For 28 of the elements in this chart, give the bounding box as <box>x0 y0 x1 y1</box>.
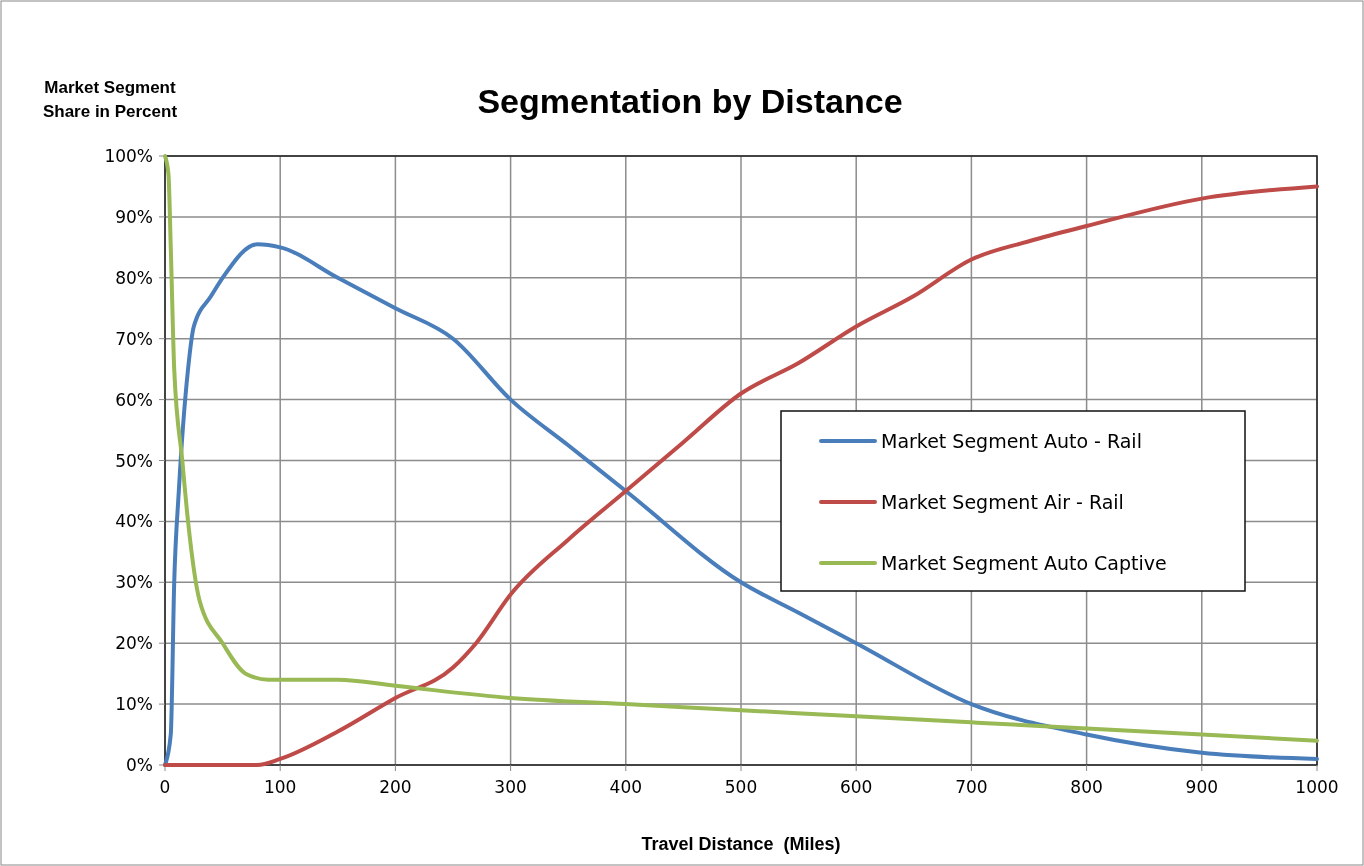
x-tick-label: 1000 <box>1295 777 1339 797</box>
y-tick-label: 50% <box>115 450 153 471</box>
y-tick-label: 100% <box>104 146 153 166</box>
y-tick-label: 90% <box>115 206 153 227</box>
y-tick-label: 60% <box>115 389 153 410</box>
y-tick-label: 40% <box>115 511 153 532</box>
x-tick-label: 200 <box>379 777 412 797</box>
legend-label: Market Segment Air - Rail <box>881 491 1124 513</box>
y-tick-label: 0% <box>126 755 153 775</box>
x-tick-label: 300 <box>494 777 527 797</box>
x-tick-label: 100 <box>263 777 297 797</box>
x-tick-label: 700 <box>955 777 988 797</box>
legend-label: Market Segment Auto Captive <box>881 552 1167 574</box>
y-tick-label: 70% <box>115 328 153 349</box>
x-tick-label: 800 <box>1070 777 1103 797</box>
y-axis-title: Market Segment Share in Percent <box>42 78 178 121</box>
x-tick-label: 400 <box>609 777 643 797</box>
chart-title: Segmentation by Distance <box>477 82 903 120</box>
y-tick-label: 20% <box>115 633 153 654</box>
x-tick-label: 900 <box>1185 777 1219 797</box>
x-tick-label: 0 <box>159 777 171 797</box>
legend-label: Market Segment Auto - Rail <box>881 430 1142 452</box>
x-axis-title: Travel Distance (Miles) <box>641 834 841 854</box>
y-tick-label: 10% <box>115 694 153 715</box>
y-tick-label: 80% <box>115 267 153 288</box>
x-tick-label: 600 <box>839 777 873 797</box>
y-tick-label: 30% <box>115 572 153 593</box>
x-tick-label: 500 <box>724 777 758 797</box>
